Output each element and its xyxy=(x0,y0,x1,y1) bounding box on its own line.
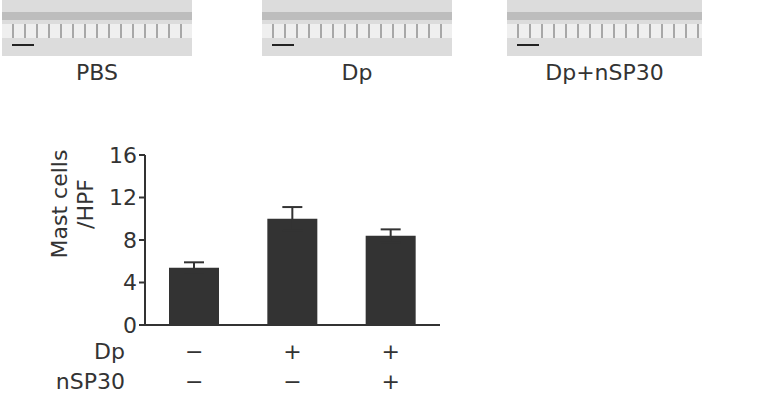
svg-text:+: + xyxy=(382,339,400,364)
svg-text:0: 0 xyxy=(123,313,137,338)
svg-text:/HPF: /HPF xyxy=(73,179,98,229)
svg-text:12: 12 xyxy=(109,185,137,210)
svg-text:+: + xyxy=(283,339,301,364)
svg-text:4: 4 xyxy=(123,270,137,295)
svg-text:8: 8 xyxy=(123,228,137,253)
svg-text:−: − xyxy=(185,369,203,394)
svg-text:Mast cells: Mast cells xyxy=(47,150,72,259)
svg-text:−: − xyxy=(185,339,203,364)
html-text:Dp+nSP30: Dp+nSP30 xyxy=(545,60,664,85)
html-text:Dp: Dp xyxy=(341,60,373,85)
svg-text:Dp: Dp xyxy=(94,339,125,364)
svg-text:nSP30: nSP30 xyxy=(56,369,125,394)
html-text:PBS: PBS xyxy=(76,60,118,85)
svg-text:−: − xyxy=(283,369,301,394)
svg-text:16: 16 xyxy=(109,143,137,168)
svg-text:+: + xyxy=(382,369,400,394)
